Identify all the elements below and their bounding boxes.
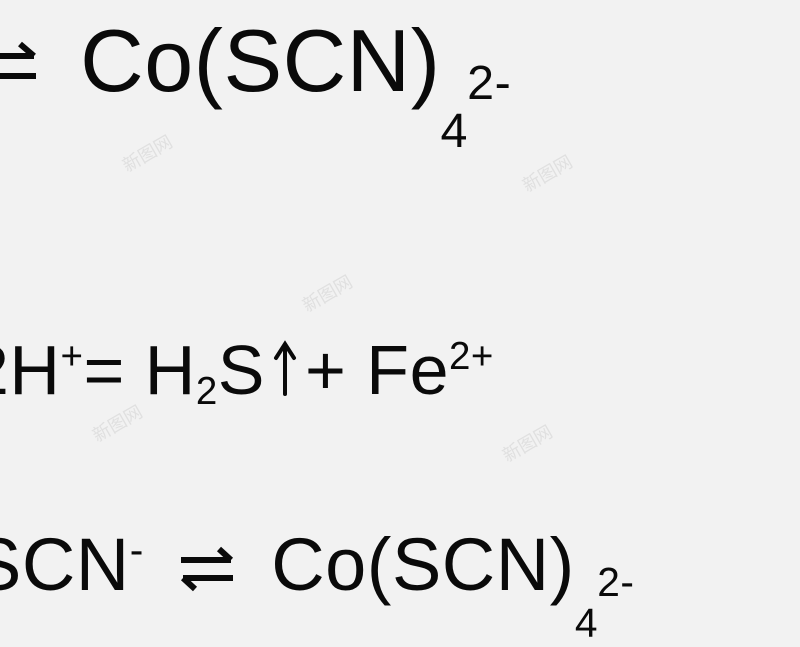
formula-text: + Fe [305,330,449,410]
superscript: 2- [467,55,511,111]
superscript: 2- [597,559,634,606]
formula-text: Co(SCN) [80,10,440,112]
equation-2: 2H+ = H2S + Fe2+ [0,330,494,416]
formula-text: 2H [0,330,60,410]
formula-text: = H [83,330,195,410]
subscript: 4 [575,600,598,647]
equation-1: Co(SCN)42- [0,10,493,119]
equilibrium-arrows-icon [0,17,42,119]
superscript: + [60,335,83,378]
subscript: 2 [196,370,218,413]
watermark: 新图网 [117,128,177,178]
watermark: 新图网 [497,418,557,468]
equilibrium-arrows-icon [175,528,239,613]
equation-3: SCN- Co(SCN)42- [0,522,619,613]
formula-text: Co(SCN) [271,522,575,607]
superscript: 2+ [449,335,494,378]
gas-up-arrow-icon [272,336,298,416]
formula-text: S [218,330,265,410]
watermark: 新图网 [297,268,357,318]
watermark: 新图网 [517,148,577,198]
formula-text: SCN [0,522,130,607]
subscript: 4 [441,103,468,159]
superscript: - [130,527,144,573]
